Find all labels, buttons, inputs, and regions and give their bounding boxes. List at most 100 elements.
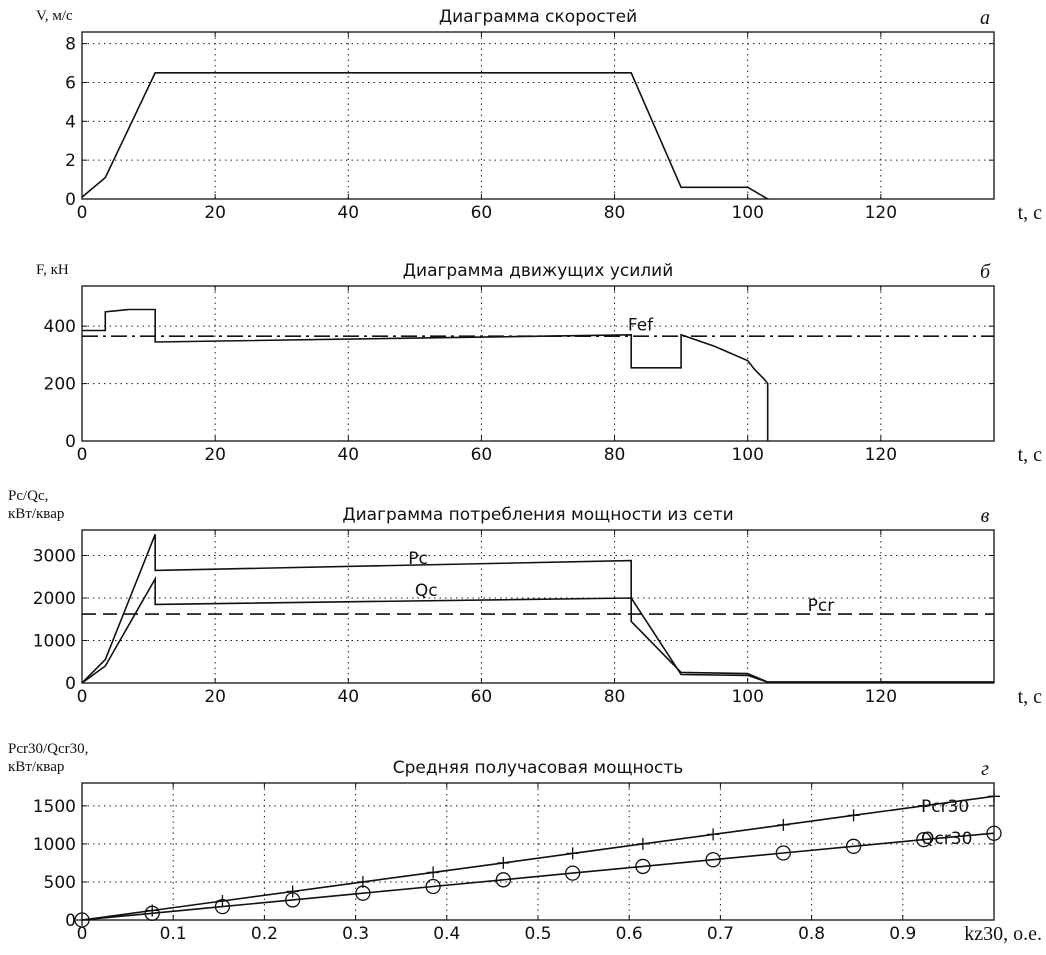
x-axis-label: t, с bbox=[1018, 444, 1043, 466]
data-point-pcr30 bbox=[988, 790, 1000, 803]
x-tick-label: 0.3 bbox=[342, 924, 369, 944]
data-point-pcr30 bbox=[636, 837, 649, 850]
y-tick-label: 2 bbox=[65, 151, 76, 171]
y-tick-label: 0 bbox=[65, 190, 76, 210]
x-tick-label: 0 bbox=[77, 687, 88, 707]
x-tick-label: 0 bbox=[77, 924, 88, 944]
y-tick-label: 0 bbox=[65, 674, 76, 694]
series-annotation: Pc bbox=[408, 549, 428, 569]
panel-2: 0 20 40 60 80 100 120 0 200 400 Диаграмма движущих… bbox=[36, 261, 1042, 466]
x-tick-label: 60 bbox=[471, 203, 493, 223]
y-axis-label: F, кН bbox=[36, 262, 69, 278]
y-tick-label: 8 bbox=[65, 35, 76, 55]
panel-4: 0 0.1 0.2 0.3 0.4 0.5 0.6 0.7 0.8 0.9 0 500 1000 1500… bbox=[8, 741, 1042, 945]
y-tick-label: 1000 bbox=[33, 632, 76, 652]
y-tick-label: 2000 bbox=[33, 589, 76, 609]
y-axis-label: Pc/Qc, bbox=[8, 488, 48, 504]
series-annotation: Pcr30 bbox=[921, 797, 969, 817]
series-line-pcr30 bbox=[81, 795, 995, 921]
x-tick-label: 0.4 bbox=[433, 924, 460, 944]
panel-3: 0 20 40 60 80 100 120 0 1000 2000 3000 Диаграмма по… bbox=[8, 488, 1042, 708]
x-tick-label: 0.5 bbox=[524, 924, 551, 944]
y-axis-label: кВт/квар bbox=[8, 506, 64, 522]
chart-title: Средняя получасовая мощность bbox=[393, 758, 684, 778]
x-tick-label: 0.2 bbox=[251, 924, 278, 944]
data-point-qcr30 bbox=[144, 905, 160, 921]
plot-frame bbox=[81, 529, 995, 684]
y-tick-label: 6 bbox=[65, 73, 76, 93]
series-line-1 bbox=[81, 72, 769, 200]
panel-letter: г bbox=[981, 758, 989, 780]
data-point-qcr30 bbox=[425, 878, 441, 895]
series-annotation: Fef bbox=[628, 315, 654, 335]
series-line-pc bbox=[81, 534, 994, 684]
data-point-qcr30 bbox=[495, 872, 511, 888]
data-point-pcr30 bbox=[707, 828, 720, 841]
series-line-1 bbox=[82, 308, 769, 441]
data-point-qcr30 bbox=[916, 831, 932, 848]
data-point-pcr30 bbox=[847, 809, 860, 822]
y-axis-label: Pcr30/Qcr30, bbox=[8, 741, 88, 757]
x-tick-label: 0.6 bbox=[616, 924, 643, 944]
series-annotation: Qc bbox=[415, 581, 438, 601]
y-tick-label: 0 bbox=[65, 911, 76, 931]
series-line-qcr30 bbox=[81, 832, 995, 921]
y-axis-label: кВт/квар bbox=[8, 759, 64, 775]
y-tick-label: 1000 bbox=[33, 835, 76, 855]
data-point-qcr30 bbox=[775, 845, 791, 861]
x-tick-label: 100 bbox=[731, 203, 763, 223]
data-point-pcr30 bbox=[777, 818, 790, 831]
data-point-qcr30 bbox=[705, 852, 721, 868]
x-tick-label: 120 bbox=[865, 445, 897, 465]
data-point-qcr30 bbox=[986, 825, 1002, 841]
x-tick-label: 0.1 bbox=[160, 924, 187, 944]
panel-letter: а bbox=[980, 7, 990, 29]
series-annotation: Qcr30 bbox=[921, 829, 972, 849]
plot-frame bbox=[81, 285, 995, 442]
y-tick-label: 200 bbox=[44, 375, 76, 395]
data-point-qcr30 bbox=[74, 912, 90, 928]
x-tick-label: 100 bbox=[731, 445, 763, 465]
y-tick-label: 500 bbox=[44, 873, 76, 893]
x-tick-label: 0.8 bbox=[798, 924, 825, 944]
x-tick-label: 20 bbox=[204, 687, 226, 707]
data-point-pcr30 bbox=[427, 866, 440, 879]
data-point-qcr30 bbox=[565, 865, 581, 881]
x-tick-label: 0 bbox=[77, 203, 88, 223]
data-point-qcr30 bbox=[845, 838, 862, 854]
panel-letter: б bbox=[980, 261, 991, 283]
x-tick-label: 0 bbox=[77, 445, 88, 465]
data-point-qcr30 bbox=[214, 898, 231, 915]
x-tick-label: 40 bbox=[337, 687, 359, 707]
y-axis-label: V, м/с bbox=[36, 8, 73, 24]
y-tick-label: 0 bbox=[65, 432, 76, 452]
x-tick-label: 80 bbox=[604, 687, 626, 707]
y-tick-label: 3000 bbox=[33, 547, 76, 567]
panel-1: 0 20 40 60 80 100 120 0 2 4 6 8 Диаграмма скоростей а… bbox=[36, 7, 1042, 224]
x-tick-label: 40 bbox=[337, 445, 359, 465]
data-point-qcr30 bbox=[285, 892, 301, 908]
series-annotation: Pcr bbox=[808, 596, 835, 616]
y-tick-label: 4 bbox=[65, 112, 76, 132]
x-tick-label: 0.7 bbox=[707, 924, 734, 944]
series-line-qc bbox=[81, 575, 994, 684]
x-tick-label: 80 bbox=[604, 445, 626, 465]
data-point-qcr30 bbox=[635, 858, 651, 875]
x-tick-label: 40 bbox=[337, 203, 359, 223]
x-axis-label: t, с bbox=[1018, 686, 1043, 708]
chart-title: Диаграмма скоростей bbox=[439, 7, 637, 27]
x-tick-label: 20 bbox=[204, 445, 226, 465]
plot-frame bbox=[81, 31, 995, 200]
x-tick-label: 100 bbox=[731, 687, 763, 707]
data-point-pcr30 bbox=[286, 885, 299, 898]
panel-letter: в bbox=[981, 505, 990, 527]
chart-title: Диаграмма потребления мощности из сети bbox=[342, 505, 733, 525]
y-tick-label: 400 bbox=[44, 317, 76, 337]
x-tick-label: 20 bbox=[204, 203, 226, 223]
x-axis-label: t, с bbox=[1018, 202, 1043, 224]
x-tick-label: 60 bbox=[471, 687, 493, 707]
x-axis-label: kz30, о.е. bbox=[964, 923, 1042, 945]
x-tick-label: 80 bbox=[604, 203, 626, 223]
chart-title: Диаграмма движущих усилий bbox=[403, 261, 674, 281]
